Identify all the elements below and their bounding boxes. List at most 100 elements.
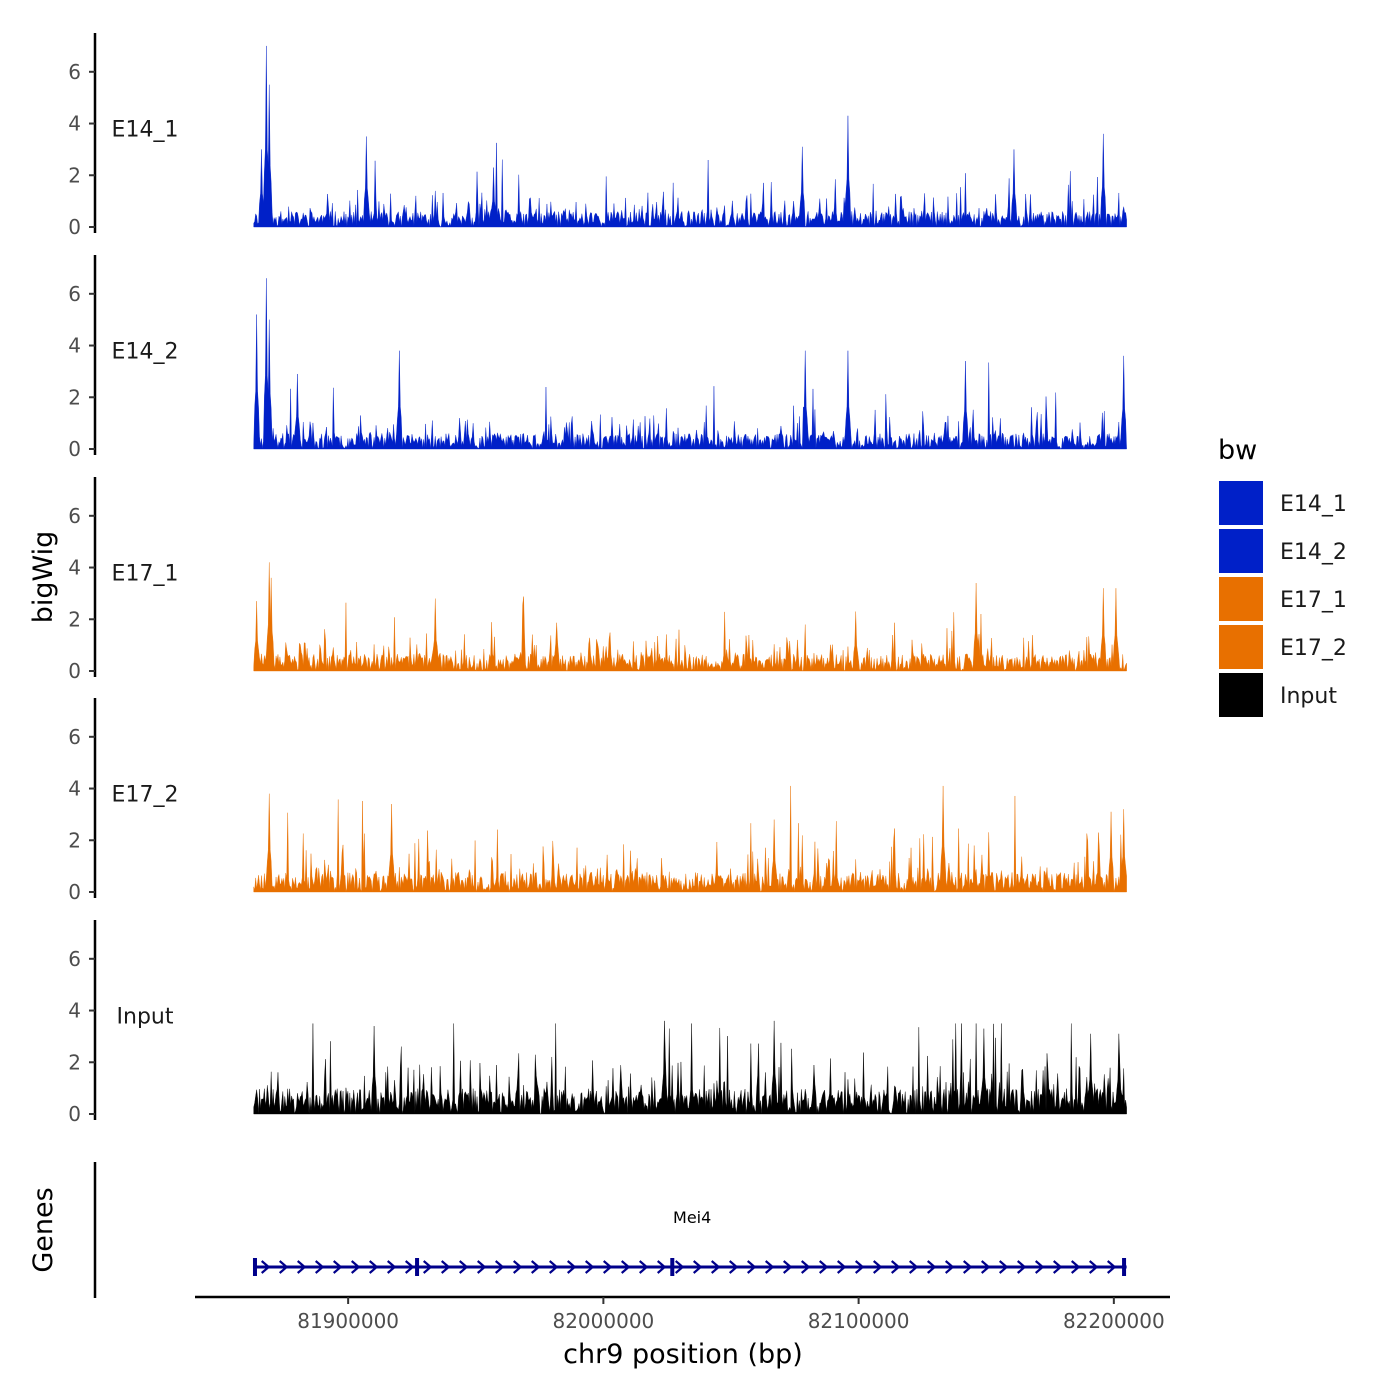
strand-arrow [854, 1260, 865, 1274]
track-panel: 0 2 4 6 Input [68, 920, 1127, 1126]
strand-arrow [584, 1260, 595, 1274]
strand-arrow [1052, 1260, 1063, 1274]
x-axis: 81900000 82000000 82100000 82200000 [195, 1295, 1170, 1333]
strand-arrow [908, 1260, 919, 1274]
strand-arrow [278, 1260, 289, 1274]
strand-arrow [836, 1260, 847, 1274]
legend-label: E17_2 [1280, 636, 1347, 661]
y-tick-label: 6 [68, 947, 81, 971]
y-tick-label: 2 [68, 607, 81, 631]
y-tick-label: 4 [68, 556, 81, 580]
signal-area [253, 278, 1127, 450]
strand-arrow [476, 1260, 487, 1274]
legend-title: bw [1218, 435, 1257, 466]
y-tick-label: 4 [68, 334, 81, 358]
strand-arrow [368, 1260, 379, 1274]
strand-arrow [494, 1260, 505, 1274]
strand-arrow [890, 1260, 901, 1274]
legend-swatch [1217, 527, 1265, 575]
strand-arrow [620, 1260, 631, 1274]
x-tick-label: 82200000 [1063, 1309, 1165, 1333]
track-panel: 0 2 4 6 E17_1 [68, 477, 1127, 683]
strand-arrow [674, 1260, 685, 1274]
y-tick-label: 4 [68, 112, 81, 136]
strand-arrow [692, 1260, 703, 1274]
track-label: E17_2 [112, 782, 179, 807]
legend-label: E14_2 [1280, 540, 1347, 565]
y-tick-label: 6 [68, 60, 81, 84]
legend-label: E17_1 [1280, 588, 1347, 613]
y-tick-label: 4 [68, 999, 81, 1023]
strand-arrow [530, 1260, 541, 1274]
y-tick-label: 0 [68, 1102, 81, 1126]
strand-arrow [260, 1260, 271, 1274]
strand-arrow [926, 1260, 937, 1274]
strand-arrow [1070, 1260, 1081, 1274]
signal-area [253, 562, 1127, 672]
strand-arrow [566, 1260, 577, 1274]
exon [415, 1258, 420, 1276]
strand-arrow [440, 1260, 451, 1274]
bigwig-tracks: 0 2 4 6 E14_1 0 2 4 6 E14_2 0 2 4 6 E17_1 0 2 4 6 E17_2 0 2 4 6… [68, 33, 1127, 1126]
strand-arrow [602, 1260, 613, 1274]
strand-arrow [764, 1260, 775, 1274]
signal-area [253, 45, 1127, 228]
gene-track-title: Genes [28, 1187, 59, 1272]
y-tick-label: 0 [68, 437, 81, 461]
strand-arrow [782, 1260, 793, 1274]
y-tick-label: 2 [68, 828, 81, 852]
strand-arrow [818, 1260, 829, 1274]
y-tick-label: 6 [68, 282, 81, 306]
y-tick-label: 4 [68, 777, 81, 801]
strand-arrow [314, 1260, 325, 1274]
legend-swatch [1217, 671, 1265, 719]
strand-arrow [710, 1260, 721, 1274]
legend-label: Input [1280, 684, 1337, 709]
strand-arrow [1088, 1260, 1099, 1274]
strand-arrow [962, 1260, 973, 1274]
track-panel: 0 2 4 6 E14_1 [68, 33, 1127, 239]
strand-arrow [332, 1260, 343, 1274]
strand-arrow [404, 1260, 415, 1274]
exon [1122, 1258, 1127, 1276]
strand-arrow [458, 1260, 469, 1274]
strand-arrow [1034, 1260, 1045, 1274]
strand-arrow [422, 1260, 433, 1274]
x-tick-label: 82100000 [808, 1309, 910, 1333]
track-panel: 0 2 4 6 E17_2 [68, 698, 1127, 904]
y-axis-title: bigWig [28, 531, 59, 624]
exon [252, 1258, 257, 1276]
strand-arrow [548, 1260, 559, 1274]
strand-arrow [512, 1260, 523, 1274]
signal-area [253, 785, 1127, 893]
legend-swatch [1217, 623, 1265, 671]
track-panel: 0 2 4 6 E14_2 [68, 255, 1127, 461]
legend: bw E14_1 E14_2 E17_1 E17_2 Input [1217, 435, 1347, 719]
strand-arrow [728, 1260, 739, 1274]
y-tick-label: 2 [68, 163, 81, 187]
x-axis-title: chr9 position (bp) [563, 1339, 803, 1370]
legend-swatch [1217, 575, 1265, 623]
strand-arrow [1106, 1260, 1117, 1274]
y-tick-label: 2 [68, 385, 81, 409]
exon [670, 1258, 675, 1276]
x-tick-label: 81900000 [297, 1309, 399, 1333]
strand-arrow [872, 1260, 883, 1274]
y-tick-label: 6 [68, 725, 81, 749]
y-tick-label: 6 [68, 504, 81, 528]
signal-area [253, 1020, 1127, 1115]
strand-arrow [944, 1260, 955, 1274]
strand-arrow [980, 1260, 991, 1274]
x-tick-label: 82000000 [552, 1309, 654, 1333]
strand-arrow [1016, 1260, 1027, 1274]
strand-arrow [296, 1260, 307, 1274]
y-tick-label: 0 [68, 215, 81, 239]
strand-arrow [386, 1260, 397, 1274]
strand-arrow [746, 1260, 757, 1274]
strand-arrow [350, 1260, 361, 1274]
track-label: E14_2 [112, 339, 179, 364]
strand-arrow [800, 1260, 811, 1274]
gene-track: Mei4 [93, 1162, 1127, 1298]
track-label: E14_1 [112, 117, 179, 142]
